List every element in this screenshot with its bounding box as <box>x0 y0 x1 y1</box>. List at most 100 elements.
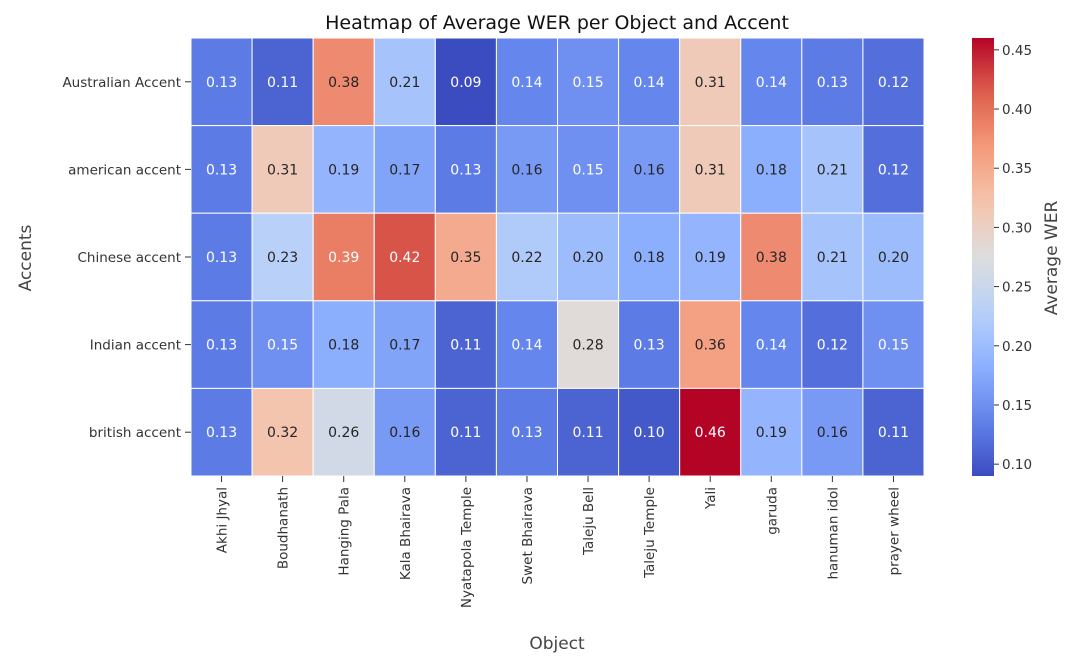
heatmap-cell-value: 0.19 <box>756 425 787 441</box>
heatmap-cell <box>618 125 681 214</box>
heatmap-cell-value: 0.10 <box>634 425 665 441</box>
heatmap-cell <box>190 212 253 302</box>
heatmap-cell-value: 0.42 <box>389 250 420 266</box>
heatmap-cell-value: 0.14 <box>511 75 542 91</box>
heatmap-cell <box>373 300 436 389</box>
heatmap-cell-value: 0.38 <box>328 75 359 91</box>
x-tick-label: Kala Bhairava <box>398 487 414 580</box>
heatmap-cell-value: 0.23 <box>267 250 298 266</box>
heatmap-cell <box>312 387 375 477</box>
x-tick-label: Swet Bhairava <box>520 487 536 584</box>
x-tick-label: Akhi Jhyal <box>215 487 231 553</box>
heatmap-cell <box>251 387 314 477</box>
heatmap-cell-value: 0.17 <box>389 338 420 354</box>
heatmap-cell <box>801 387 864 477</box>
heatmap-cell <box>557 212 620 302</box>
x-tick-label: Taleju Bell <box>581 487 597 556</box>
colorbar-tick-label: 0.25 <box>1002 280 1032 296</box>
heatmap-cell <box>312 212 375 302</box>
heatmap-cell-value: 0.13 <box>206 338 237 354</box>
heatmap-cell-value: 0.12 <box>878 75 909 91</box>
heatmap-cell-value: 0.14 <box>756 338 787 354</box>
heatmap-cell <box>557 387 620 477</box>
heatmap-cell <box>862 212 925 302</box>
heatmap-cell-value: 0.18 <box>756 162 787 178</box>
heatmap-cell-value: 0.19 <box>328 162 359 178</box>
heatmap-cell <box>495 37 558 127</box>
y-axis-ticks: Australian Accent american accent Chinese … <box>62 75 191 441</box>
x-axis-label: Object <box>529 634 585 654</box>
heatmap-cell-value: 0.14 <box>511 338 542 354</box>
heatmap-cell-value: 0.18 <box>328 338 359 354</box>
heatmap-cell-value: 0.20 <box>878 250 909 266</box>
heatmap-cell-value: 0.15 <box>878 338 909 354</box>
heatmap-cell <box>434 387 497 477</box>
heatmap-cell <box>801 212 864 302</box>
heatmap-cell-value: 0.13 <box>634 338 665 354</box>
heatmap-cell <box>251 125 314 214</box>
heatmap-cell-value: 0.21 <box>389 75 420 91</box>
heatmap-cell-value: 0.21 <box>817 250 848 266</box>
heatmap-cell-value: 0.12 <box>878 162 909 178</box>
heatmap-cell-value: 0.11 <box>267 75 298 91</box>
heatmap-cell-value: 0.38 <box>756 250 787 266</box>
heatmap-cell-value: 0.19 <box>695 250 726 266</box>
heatmap-cell <box>801 125 864 214</box>
heatmap-cell-value: 0.46 <box>695 425 726 441</box>
heatmap-cell-value: 0.15 <box>572 75 603 91</box>
heatmap-cell-value: 0.14 <box>756 75 787 91</box>
x-tick-label: Nyatapola Temple <box>459 487 475 608</box>
heatmap-cell-value: 0.31 <box>695 162 726 178</box>
heatmap-cell-value: 0.14 <box>634 75 665 91</box>
colorbar-tick-label: 0.15 <box>1002 398 1032 414</box>
heatmap-cell-value: 0.31 <box>267 162 298 178</box>
heatmap-cell <box>495 125 558 214</box>
heatmap-cell <box>862 125 925 214</box>
heatmap-cell-value: 0.28 <box>572 338 603 354</box>
heatmap-cell <box>618 387 681 477</box>
heatmap-cell-value: 0.16 <box>817 425 848 441</box>
x-axis-ticks: Akhi Jhyal Boudhanath Hanging Pala Kala Bha… <box>215 476 902 608</box>
heatmap-cell <box>740 125 803 214</box>
heatmap-cell <box>679 300 742 389</box>
heatmap-cell <box>740 37 803 127</box>
colorbar-ticks: 0.10 0.15 0.20 0.25 0.30 0.35 0.40 0.45 <box>994 43 1032 473</box>
heatmap-cell <box>495 300 558 389</box>
heatmap-cell-value: 0.11 <box>878 425 909 441</box>
heatmap-cell <box>190 300 253 389</box>
heatmap-cell <box>373 125 436 214</box>
y-tick-label: Australian Accent <box>62 75 181 91</box>
heatmap-cell <box>373 212 436 302</box>
heatmap-cell-value: 0.13 <box>206 162 237 178</box>
heatmap-cell <box>862 300 925 389</box>
heatmap-cell-value: 0.16 <box>634 162 665 178</box>
heatmap-cell <box>251 300 314 389</box>
heatmap-cell-value: 0.32 <box>267 425 298 441</box>
heatmap-cell-value: 0.13 <box>206 75 237 91</box>
heatmap-cell-value: 0.13 <box>817 75 848 91</box>
heatmap-cell <box>373 37 436 127</box>
heatmap-cell-value: 0.11 <box>450 425 481 441</box>
heatmap-cell-value: 0.11 <box>572 425 603 441</box>
heatmap-cell <box>618 37 681 127</box>
heatmap-cell <box>557 125 620 214</box>
heatmap-cell-value: 0.13 <box>511 425 542 441</box>
heatmap-cell-labels: 0.13 0.11 0.38 0.21 0.09 0.14 0.15 0.14 0.31 0.14… <box>206 75 909 441</box>
colorbar-tick-label: 0.10 <box>1002 457 1032 473</box>
heatmap-cell <box>190 387 253 477</box>
heatmap-cell <box>679 125 742 214</box>
heatmap-cell-value: 0.20 <box>572 250 603 266</box>
heatmap-cell-value: 0.12 <box>817 338 848 354</box>
heatmap-cell <box>434 212 497 302</box>
heatmap-cell-value: 0.16 <box>389 425 420 441</box>
heatmap-cell-value: 0.31 <box>695 75 726 91</box>
heatmap-cell-value: 0.16 <box>511 162 542 178</box>
heatmap-cell-value: 0.22 <box>511 250 542 266</box>
heatmap-cell-value: 0.17 <box>389 162 420 178</box>
chart-title: Heatmap of Average WER per Object and Ac… <box>325 12 789 34</box>
heatmap-cell-value: 0.36 <box>695 338 726 354</box>
heatmap-cell <box>801 300 864 389</box>
heatmap-cell-value: 0.09 <box>450 75 481 91</box>
heatmap-cells <box>190 37 925 477</box>
